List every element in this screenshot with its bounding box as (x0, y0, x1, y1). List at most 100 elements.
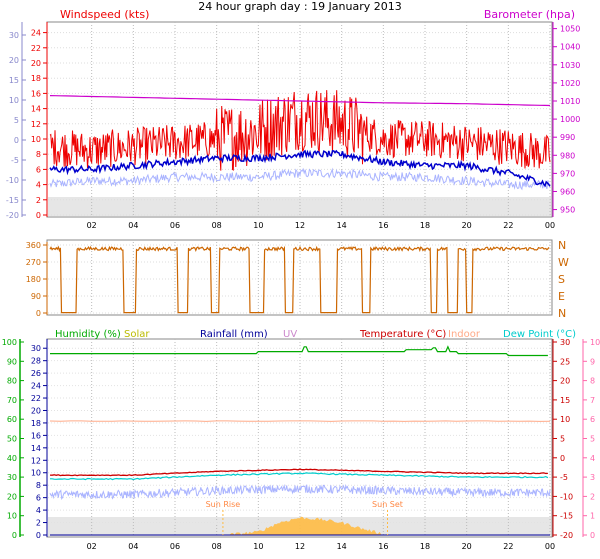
rain-tick-label: 18 (31, 419, 41, 428)
rain-tick-label: 20 (31, 406, 41, 415)
rain-tick-label: 4 (36, 506, 41, 515)
p1-x-tick-label: 22 (503, 221, 513, 230)
baro-tick-label: 960 (560, 187, 575, 196)
compass-label: W (558, 256, 569, 269)
rain-tick-label: 12 (31, 456, 41, 465)
p1-x-tick-label: 08 (212, 221, 222, 230)
p1-x-tick-label: 16 (378, 221, 388, 230)
panel-wind-barometer: Windspeed (kts) Barometer (hpa) 30201510… (6, 8, 580, 230)
compass-label: N (558, 239, 566, 252)
p1-x-tick-label: 04 (128, 221, 138, 230)
p1-x-tick-label: 12 (295, 221, 305, 230)
uv-tick-label: 9 (590, 357, 595, 366)
baro-tick-label: 1010 (560, 97, 580, 106)
uv-tick-label: 6 (590, 415, 595, 424)
wind-tick-label: 12 (31, 120, 41, 129)
series-indoor (49, 420, 551, 422)
humidity-tick-label: 50 (7, 435, 17, 444)
rain-tick-label: 30 (31, 344, 41, 353)
wind-tick-label: 6 (36, 165, 41, 174)
p1-x-tick-label: 00 (545, 221, 555, 230)
series-dew-point (50, 472, 549, 481)
dir-tick-label: 180 (26, 275, 41, 284)
wind-tick-label: 18 (31, 74, 41, 83)
humidity-tick-label: 30 (7, 473, 17, 482)
temp-tick-label: 25 (560, 357, 570, 366)
humidity-tick-label: 90 (7, 357, 17, 366)
uv-tick-label: 10 (590, 338, 600, 347)
p3-x-tick-label: 16 (378, 542, 388, 551)
p3-x-tick-label: 08 (212, 542, 222, 551)
baro-tick-label: 1040 (560, 43, 580, 52)
rain-tick-label: 28 (31, 357, 41, 366)
temp-tick-label: 15 (560, 396, 570, 405)
wind-tick-label: 24 (31, 29, 41, 38)
series-barometer (49, 95, 551, 107)
uv-tick-label: 5 (590, 435, 595, 444)
p3-x-tick-label: 04 (128, 542, 138, 551)
legend-uv: UV (283, 329, 297, 340)
p1-x-tick-label: 20 (462, 221, 472, 230)
wind-tick-label: 14 (31, 105, 41, 114)
humidity-tick-label: 80 (7, 377, 17, 386)
left-tick-label: 30 (9, 31, 19, 40)
series-light-band (49, 484, 551, 501)
left-tick-label: 5 (14, 116, 19, 125)
p3-x-tick-label: 14 (337, 542, 347, 551)
uv-tick-label: 3 (590, 473, 595, 482)
temp-tick-label: 5 (560, 435, 565, 444)
dir-tick-label: 90 (31, 292, 41, 301)
left-tick-label: -5 (11, 156, 19, 165)
series-humidity (50, 345, 548, 357)
humidity-tick-label: 70 (7, 396, 17, 405)
left-tick-label: 10 (9, 96, 19, 105)
compass-label: S (558, 273, 565, 286)
uv-tick-label: 0 (590, 531, 595, 540)
p3-x-tick-label: 02 (87, 542, 97, 551)
legend-indoor: Indoor (448, 329, 481, 340)
dir-tick-label: 0 (36, 309, 41, 318)
p1-x-tick-label: 18 (420, 221, 430, 230)
uv-tick-label: 1 (590, 512, 595, 521)
rain-tick-label: 24 (31, 382, 41, 391)
series-wind-light (49, 167, 550, 191)
baro-tick-label: 990 (560, 133, 575, 142)
series-wind-average (49, 149, 551, 188)
p1-x-tick-label: 02 (87, 221, 97, 230)
temp-tick-label: -15 (560, 512, 573, 521)
series-windspeed (49, 90, 551, 171)
temp-tick-label: 10 (560, 415, 570, 424)
p3-x-tick-label: 06 (170, 542, 180, 551)
baro-tick-label: 950 (560, 206, 575, 215)
left-tick-label: 15 (9, 76, 19, 85)
rain-tick-label: 14 (31, 444, 41, 453)
baro-tick-label: 970 (560, 169, 575, 178)
rain-tick-label: 0 (36, 531, 41, 540)
dir-tick-label: 270 (26, 258, 41, 267)
series-wind-direction (49, 245, 550, 314)
p3-x-tick-label: 20 (462, 542, 472, 551)
uv-tick-label: 8 (590, 377, 595, 386)
p1-x-tick-label: 10 (253, 221, 263, 230)
legend-humidity: Humidity (%) (55, 329, 121, 340)
left-tick-label: -20 (6, 211, 19, 220)
p3-x-tick-label: 00 (545, 542, 555, 551)
uv-tick-label: 7 (590, 396, 595, 405)
series-temperature (49, 468, 548, 477)
left-tick-label: 0 (14, 136, 19, 145)
compass-label: E (558, 290, 565, 303)
left-tick-label: -15 (6, 196, 19, 205)
temp-tick-label: -10 (560, 492, 573, 501)
p1-x-tick-label: 06 (170, 221, 180, 230)
p3-x-tick-label: 12 (295, 542, 305, 551)
wind-tick-label: 0 (36, 211, 41, 220)
legend-temperature: Temperature (°C) (359, 329, 446, 340)
baro-tick-label: 1050 (560, 25, 580, 34)
baro-tick-label: 1020 (560, 79, 580, 88)
chart-title: 24 hour graph day : 19 January 2013 (198, 0, 402, 13)
wind-tick-label: 16 (31, 89, 41, 98)
humidity-tick-label: 20 (7, 492, 17, 501)
sunset-label: Sun Set (372, 500, 403, 509)
